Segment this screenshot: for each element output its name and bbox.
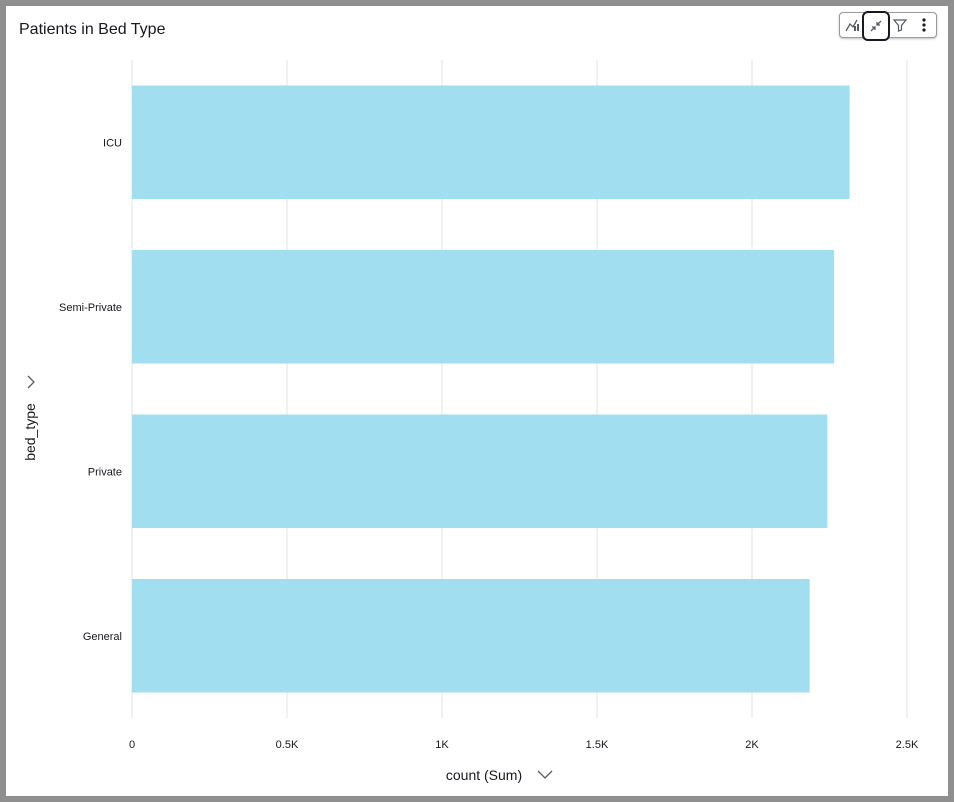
insights-icon[interactable] (840, 13, 864, 37)
bar-icu[interactable] (132, 85, 850, 200)
x-tick-label: 0 (129, 739, 135, 751)
filter-icon[interactable] (888, 13, 912, 37)
x-tick-label: 2.5K (896, 739, 919, 751)
x-tick-label: 0.5K (276, 739, 299, 751)
chevron-right-icon[interactable] (27, 375, 35, 389)
collapse-icon[interactable] (862, 11, 890, 41)
y-tick-labels: ICU Semi-Private Private General (59, 137, 122, 643)
visual-toolbar (839, 11, 937, 41)
x-axis-title[interactable]: count (Sum) (446, 767, 522, 783)
chart-title: Patients in Bed Type (19, 21, 166, 38)
y-tick-label: ICU (103, 137, 122, 149)
x-tick-labels: 0 0.5K 1K 1.5K 2K 2.5K (129, 739, 919, 751)
y-tick-label: Private (88, 466, 122, 478)
y-axis-title[interactable]: bed_type (22, 403, 38, 461)
bar-semi-private[interactable] (132, 249, 835, 364)
bar-general[interactable] (132, 578, 810, 693)
chevron-down-icon[interactable] (537, 770, 553, 779)
bars (132, 85, 850, 693)
x-tick-label: 2K (745, 739, 759, 751)
x-tick-label: 1.5K (586, 739, 609, 751)
bar-private[interactable] (132, 414, 828, 529)
y-tick-label: Semi-Private (59, 302, 122, 314)
more-icon[interactable] (912, 13, 936, 37)
y-tick-label: General (83, 631, 122, 643)
x-tick-label: 1K (435, 739, 449, 751)
